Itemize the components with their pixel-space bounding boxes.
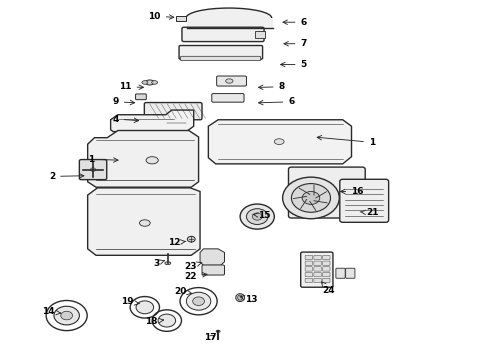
Text: 24: 24 xyxy=(321,282,335,295)
FancyBboxPatch shape xyxy=(336,268,345,278)
Polygon shape xyxy=(88,131,198,187)
Text: 20: 20 xyxy=(174,287,192,296)
FancyBboxPatch shape xyxy=(314,255,321,260)
Ellipse shape xyxy=(186,8,271,28)
Polygon shape xyxy=(111,110,194,132)
FancyBboxPatch shape xyxy=(289,167,365,218)
Text: 13: 13 xyxy=(240,294,257,303)
FancyBboxPatch shape xyxy=(202,265,224,275)
Circle shape xyxy=(252,213,262,220)
Text: 3: 3 xyxy=(153,259,165,268)
FancyBboxPatch shape xyxy=(323,273,330,277)
FancyBboxPatch shape xyxy=(314,267,321,271)
FancyBboxPatch shape xyxy=(180,56,261,60)
Polygon shape xyxy=(208,120,351,164)
FancyBboxPatch shape xyxy=(314,261,321,265)
Ellipse shape xyxy=(236,294,245,302)
FancyBboxPatch shape xyxy=(314,273,321,277)
Circle shape xyxy=(136,301,154,314)
FancyBboxPatch shape xyxy=(305,255,313,260)
Polygon shape xyxy=(200,249,224,265)
Ellipse shape xyxy=(274,139,284,144)
FancyBboxPatch shape xyxy=(323,255,330,260)
Text: 12: 12 xyxy=(168,238,186,247)
Ellipse shape xyxy=(165,262,171,265)
Text: 6: 6 xyxy=(283,18,307,27)
Text: 15: 15 xyxy=(253,211,271,220)
Text: 4: 4 xyxy=(112,114,139,123)
FancyBboxPatch shape xyxy=(314,278,321,283)
FancyBboxPatch shape xyxy=(136,94,147,100)
FancyBboxPatch shape xyxy=(305,278,313,283)
Circle shape xyxy=(61,311,73,320)
FancyBboxPatch shape xyxy=(182,27,264,41)
Circle shape xyxy=(186,292,211,310)
FancyBboxPatch shape xyxy=(79,159,107,180)
Text: 18: 18 xyxy=(145,317,164,326)
FancyBboxPatch shape xyxy=(323,278,330,283)
Text: 2: 2 xyxy=(49,172,84,181)
FancyBboxPatch shape xyxy=(255,31,265,39)
Circle shape xyxy=(302,192,320,204)
FancyBboxPatch shape xyxy=(217,76,246,86)
Text: 1: 1 xyxy=(317,135,375,147)
Text: 10: 10 xyxy=(148,12,174,21)
FancyBboxPatch shape xyxy=(305,273,313,277)
FancyBboxPatch shape xyxy=(301,252,333,287)
Ellipse shape xyxy=(216,330,220,332)
FancyBboxPatch shape xyxy=(305,267,313,271)
Circle shape xyxy=(158,314,175,327)
Text: 11: 11 xyxy=(119,82,144,91)
Ellipse shape xyxy=(146,80,154,85)
Ellipse shape xyxy=(91,168,96,171)
Circle shape xyxy=(187,236,195,242)
Text: 8: 8 xyxy=(259,82,285,91)
Ellipse shape xyxy=(238,295,243,300)
Text: 14: 14 xyxy=(42,307,61,316)
FancyBboxPatch shape xyxy=(212,94,244,102)
Circle shape xyxy=(54,306,79,325)
Text: 17: 17 xyxy=(204,333,217,342)
FancyBboxPatch shape xyxy=(340,179,389,222)
FancyBboxPatch shape xyxy=(187,18,273,28)
Text: 7: 7 xyxy=(284,39,307,48)
Circle shape xyxy=(240,204,274,229)
Circle shape xyxy=(283,177,339,219)
Polygon shape xyxy=(88,188,200,255)
Circle shape xyxy=(292,184,331,212)
FancyBboxPatch shape xyxy=(323,267,330,271)
Text: 21: 21 xyxy=(360,208,378,217)
Text: 9: 9 xyxy=(112,97,135,106)
Text: 22: 22 xyxy=(184,271,207,280)
Ellipse shape xyxy=(152,81,158,84)
Text: 19: 19 xyxy=(122,297,140,306)
Text: 1: 1 xyxy=(88,155,118,164)
Ellipse shape xyxy=(142,81,148,84)
Circle shape xyxy=(193,297,204,306)
Ellipse shape xyxy=(146,157,158,164)
FancyBboxPatch shape xyxy=(345,268,355,278)
FancyBboxPatch shape xyxy=(175,16,186,21)
Text: 5: 5 xyxy=(281,60,307,69)
Circle shape xyxy=(246,209,268,225)
Text: 6: 6 xyxy=(259,97,294,106)
Text: 16: 16 xyxy=(341,187,364,196)
Ellipse shape xyxy=(140,220,150,226)
FancyBboxPatch shape xyxy=(305,261,313,265)
Text: 23: 23 xyxy=(184,262,202,271)
FancyBboxPatch shape xyxy=(179,45,263,59)
FancyBboxPatch shape xyxy=(323,261,330,265)
FancyBboxPatch shape xyxy=(145,103,202,120)
Ellipse shape xyxy=(226,79,233,83)
